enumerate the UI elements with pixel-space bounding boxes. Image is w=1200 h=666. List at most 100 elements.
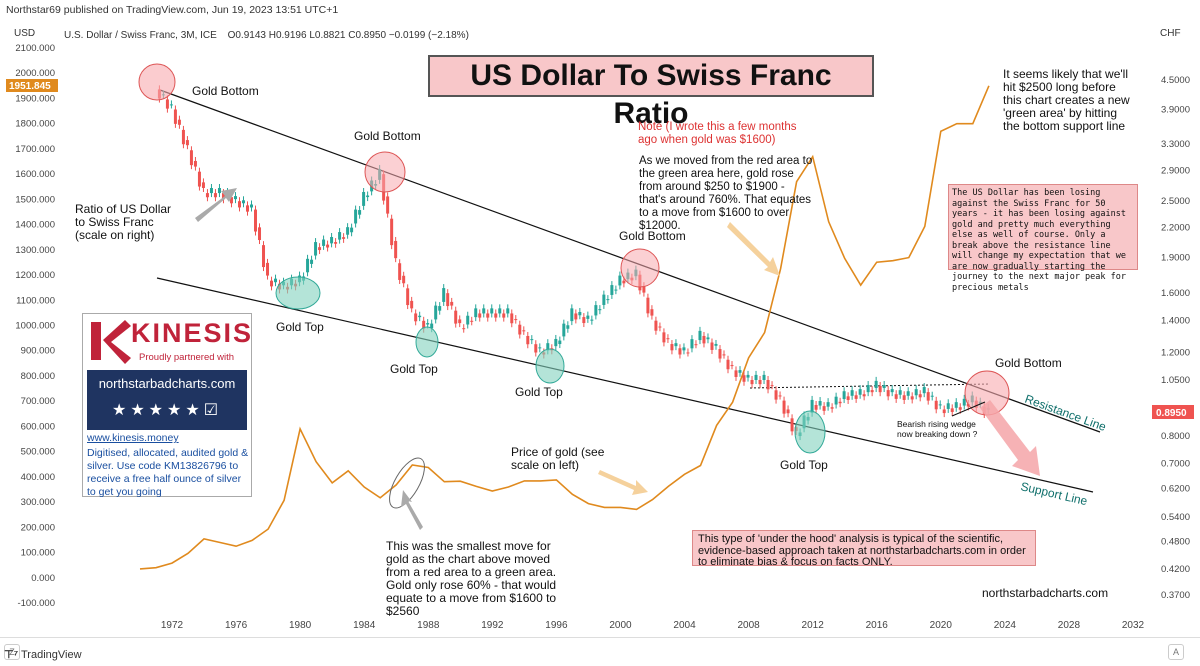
right-axis-unit: CHF <box>1160 28 1181 39</box>
candle-body <box>342 237 346 239</box>
candle-body <box>362 191 366 206</box>
candle-body <box>446 293 450 307</box>
candle-body <box>250 204 254 208</box>
candle-body <box>878 385 882 393</box>
kinesis-tagline: Proudly partnered with <box>139 352 235 363</box>
left-tick-label: 300.000 <box>21 497 55 508</box>
current-ratio-price-tag <box>1152 405 1194 419</box>
candle-body <box>526 335 530 345</box>
candle-body <box>530 339 534 341</box>
candle-body <box>906 391 910 396</box>
x-tick-label: 1992 <box>481 620 504 631</box>
candle-body <box>714 343 718 346</box>
candle-body <box>390 218 394 246</box>
candle-body <box>330 236 334 244</box>
chart-canvas[interactable]: 2100.000 2000.000 1900.000 1800.000 1700.000… <box>0 0 1200 637</box>
candle-body <box>366 195 370 198</box>
left-axis-ticks: 2100.000 2000.000 1900.000 1800.000 1700.000… <box>15 43 55 609</box>
candle-body <box>670 344 674 351</box>
partner-name: northstarbadcharts.com <box>98 376 236 391</box>
candle-body <box>310 259 314 264</box>
left-tick-label: 1300.000 <box>15 245 55 256</box>
ratio-candles <box>157 85 990 441</box>
label-gold-top-1987: Gold Top <box>390 362 438 376</box>
candle-body <box>422 320 426 329</box>
label-price-of-gold: Price of gold (see scale on left) <box>511 445 605 472</box>
candle-body <box>678 348 682 355</box>
candle-body <box>690 339 694 349</box>
candle-body <box>866 384 870 393</box>
gold-bottom-circle-1985 <box>364 151 406 193</box>
candle-body <box>642 286 646 293</box>
left-tick-label: 1600.000 <box>15 169 55 180</box>
candle-body <box>426 323 430 325</box>
candle-body <box>946 403 950 409</box>
candle-body <box>606 299 610 301</box>
right-tick-label: 1.9000 <box>1161 253 1190 264</box>
candle-body <box>502 313 506 318</box>
candle-body <box>346 227 350 235</box>
right-tick-label: 1.0500 <box>1161 375 1190 386</box>
candle-body <box>406 288 410 306</box>
kinesis-k-icon <box>91 320 131 364</box>
candle-body <box>842 391 846 400</box>
x-tick-label: 2024 <box>994 620 1017 631</box>
candle-body <box>262 245 266 268</box>
candle-body <box>522 330 526 332</box>
left-tick-label: 700.000 <box>21 396 55 407</box>
zoom-button-left[interactable]: Z <box>4 644 20 660</box>
candle-body <box>181 129 185 145</box>
right-tick-label: 4.5000 <box>1161 75 1190 86</box>
candle-body <box>237 201 241 208</box>
candle-body <box>914 389 918 396</box>
candle-body <box>958 407 962 410</box>
label-gold-top-1979: Gold Top <box>276 320 324 334</box>
candle-body <box>862 394 866 397</box>
candle-body <box>538 347 542 349</box>
candle-body <box>874 380 878 389</box>
candle-body <box>474 308 478 318</box>
kinesis-ad[interactable]: KINESIS Proudly partnered with northstar… <box>82 313 252 498</box>
left-tick-label: 500.000 <box>21 447 55 458</box>
candle-body <box>822 406 826 411</box>
candle-body <box>410 300 414 309</box>
candle-body <box>962 398 966 406</box>
x-tick-label: 2020 <box>930 620 953 631</box>
candle-body <box>858 389 862 395</box>
candle-body <box>466 315 470 325</box>
x-tick-label: 2028 <box>1058 620 1081 631</box>
candle-body <box>846 396 850 400</box>
left-tick-label: 400.000 <box>21 472 55 483</box>
candle-body <box>694 344 698 346</box>
candle-body <box>510 313 514 324</box>
left-tick-label: 1200.000 <box>15 270 55 281</box>
note-smallest-move: This was the smallest move for gold as t… <box>386 539 557 618</box>
candle-body <box>766 379 770 390</box>
candle-body <box>918 394 922 398</box>
symbol-name[interactable]: U.S. Dollar / Swiss Franc, 3M, ICE <box>64 30 217 41</box>
right-tick-label: 2.5000 <box>1161 196 1190 207</box>
left-tick-label: 900.000 <box>21 346 55 357</box>
right-tick-label: 0.3700 <box>1161 590 1190 601</box>
candle-body <box>326 244 330 248</box>
candle-body <box>838 401 842 404</box>
left-tick-label: 1900.000 <box>15 93 55 104</box>
right-tick-label: 0.7000 <box>1161 459 1190 470</box>
left-tick-label: 800.000 <box>21 371 55 382</box>
left-tick-label: 1700.000 <box>15 144 55 155</box>
left-tick-label: 1400.000 <box>15 220 55 231</box>
x-tick-label: 1980 <box>289 620 312 631</box>
kinesis-link[interactable]: www.kinesis.money <box>87 432 179 444</box>
candle-body <box>622 280 626 284</box>
left-tick-label: 2100.000 <box>15 43 55 54</box>
left-tick-label: 1800.000 <box>15 119 55 130</box>
auto-scale-button[interactable]: A <box>1168 644 1184 660</box>
candle-body <box>786 409 790 414</box>
candle-body <box>754 374 758 380</box>
candle-body <box>830 407 834 409</box>
gold-highlight-ellipse-1985 <box>389 457 425 509</box>
right-tick-label: 0.5400 <box>1161 512 1190 523</box>
x-tick-label: 1972 <box>161 620 184 631</box>
x-tick-label: 2016 <box>866 620 889 631</box>
right-tick-label: 1.6000 <box>1161 288 1190 299</box>
